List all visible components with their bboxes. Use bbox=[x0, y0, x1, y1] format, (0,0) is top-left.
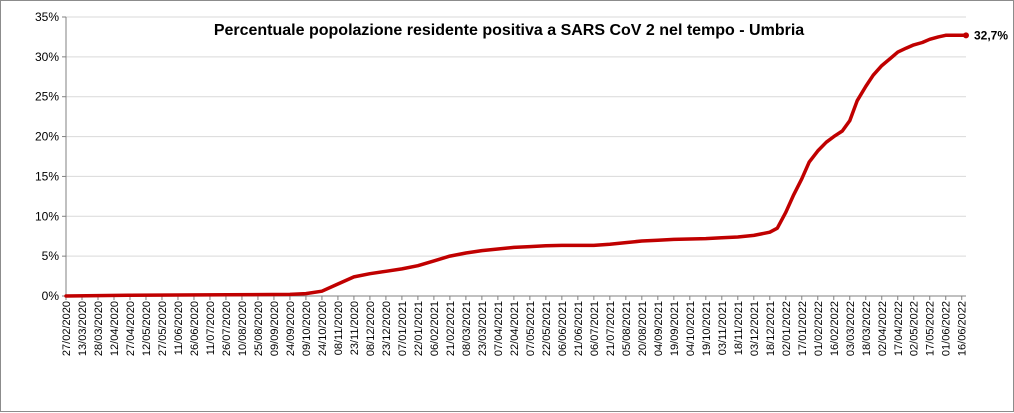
y-tick-label: 15% bbox=[35, 169, 59, 183]
x-tick-label: 28/03/2020 bbox=[93, 301, 105, 356]
x-tick-label: 02/04/2022 bbox=[877, 301, 889, 356]
x-tick-label: 19/09/2021 bbox=[669, 301, 681, 356]
x-tick-label: 01/06/2022 bbox=[941, 301, 953, 356]
x-tick-label: 04/10/2021 bbox=[685, 301, 697, 356]
x-tick-label: 07/04/2021 bbox=[493, 301, 505, 356]
x-tick-label: 08/11/2020 bbox=[333, 301, 345, 355]
x-axis-ticks: 27/02/2020 13/03/2020 28/03/2020 12/04/2020… bbox=[61, 296, 969, 356]
x-tick-label: 09/10/2020 bbox=[301, 301, 313, 356]
last-value-label: 32,7% bbox=[974, 28, 1008, 42]
x-tick-label: 23/03/2021 bbox=[477, 301, 489, 356]
x-tick-label: 02/01/2022 bbox=[781, 301, 793, 356]
x-tick-label: 22/04/2021 bbox=[509, 301, 521, 356]
x-tick-label: 08/12/2020 bbox=[365, 301, 377, 356]
x-tick-label: 02/05/2022 bbox=[909, 301, 921, 356]
x-tick-label: 12/05/2020 bbox=[141, 301, 153, 356]
y-axis-ticks: 0% 5% 10% 15% 20% 25% 30% 35% bbox=[35, 10, 66, 303]
x-tick-label: 07/01/2021 bbox=[397, 301, 409, 356]
x-tick-label: 26/07/2020 bbox=[221, 301, 233, 356]
y-tick-label: 0% bbox=[42, 289, 60, 303]
x-tick-label: 03/12/2021 bbox=[749, 301, 761, 356]
x-tick-label: 07/05/2021 bbox=[525, 301, 537, 356]
y-tick-label: 10% bbox=[35, 209, 59, 223]
y-tick-label: 25% bbox=[35, 90, 59, 104]
chart-title: Percentuale popolazione residente positi… bbox=[214, 22, 804, 39]
x-tick-label: 21/02/2021 bbox=[445, 301, 457, 356]
x-tick-label: 16/06/2022 bbox=[957, 301, 969, 356]
series-line bbox=[64, 33, 968, 298]
x-tick-label: 06/02/2021 bbox=[429, 301, 441, 356]
grid-lines bbox=[66, 16, 966, 257]
x-tick-label: 22/01/2021 bbox=[413, 301, 425, 356]
x-tick-label: 13/03/2020 bbox=[77, 301, 89, 356]
x-tick-label: 20/08/2021 bbox=[637, 301, 649, 356]
y-tick-label: 20% bbox=[35, 130, 59, 144]
x-tick-label: 03/11/2021 bbox=[717, 301, 729, 355]
x-tick-label: 05/08/2021 bbox=[621, 301, 633, 356]
x-tick-label: 06/07/2021 bbox=[589, 301, 601, 356]
x-tick-label: 25/08/2020 bbox=[253, 301, 265, 356]
x-tick-label: 24/10/2020 bbox=[317, 301, 329, 356]
x-tick-label: 26/06/2020 bbox=[189, 301, 201, 356]
x-tick-label: 23/12/2020 bbox=[381, 301, 393, 356]
x-tick-label: 11/06/2020 bbox=[173, 301, 185, 355]
x-tick-label: 21/06/2021 bbox=[573, 301, 585, 356]
y-tick-label: 35% bbox=[35, 10, 59, 24]
y-tick-label: 5% bbox=[42, 249, 60, 263]
x-tick-label: 24/09/2020 bbox=[285, 301, 297, 356]
x-tick-label: 18/11/2021 bbox=[733, 301, 745, 355]
x-tick-label: 17/05/2022 bbox=[925, 301, 937, 356]
x-tick-label: 09/09/2020 bbox=[269, 301, 281, 356]
x-tick-label: 17/04/2022 bbox=[893, 301, 905, 356]
last-point-marker bbox=[963, 32, 969, 39]
x-tick-label: 23/11/2020 bbox=[349, 301, 361, 355]
x-tick-label: 27/02/2020 bbox=[61, 301, 73, 356]
x-tick-label: 04/09/2021 bbox=[653, 301, 665, 356]
x-tick-label: 17/01/2022 bbox=[797, 301, 809, 356]
y-tick-label: 30% bbox=[35, 50, 59, 64]
x-tick-label: 21/07/2021 bbox=[605, 301, 617, 356]
series-group: 32,7% bbox=[64, 28, 1008, 298]
x-tick-label: 18/12/2021 bbox=[765, 301, 777, 356]
x-tick-label: 19/10/2021 bbox=[701, 301, 713, 356]
x-tick-label: 11/07/2020 bbox=[205, 301, 217, 355]
x-tick-label: 01/02/2022 bbox=[813, 301, 825, 356]
x-tick-label: 18/03/2022 bbox=[861, 301, 873, 356]
x-tick-label: 27/05/2020 bbox=[157, 301, 169, 356]
x-tick-label: 22/05/2021 bbox=[541, 301, 553, 356]
axes bbox=[65, 17, 966, 297]
x-tick-label: 08/03/2021 bbox=[461, 301, 473, 356]
x-tick-label: 16/02/2022 bbox=[829, 301, 841, 356]
x-tick-label: 06/06/2021 bbox=[557, 301, 569, 356]
x-tick-label: 03/03/2022 bbox=[845, 301, 857, 356]
x-tick-label: 27/04/2020 bbox=[125, 301, 137, 356]
x-tick-label: 12/04/2020 bbox=[109, 301, 121, 356]
x-tick-label: 10/08/2020 bbox=[237, 301, 249, 356]
